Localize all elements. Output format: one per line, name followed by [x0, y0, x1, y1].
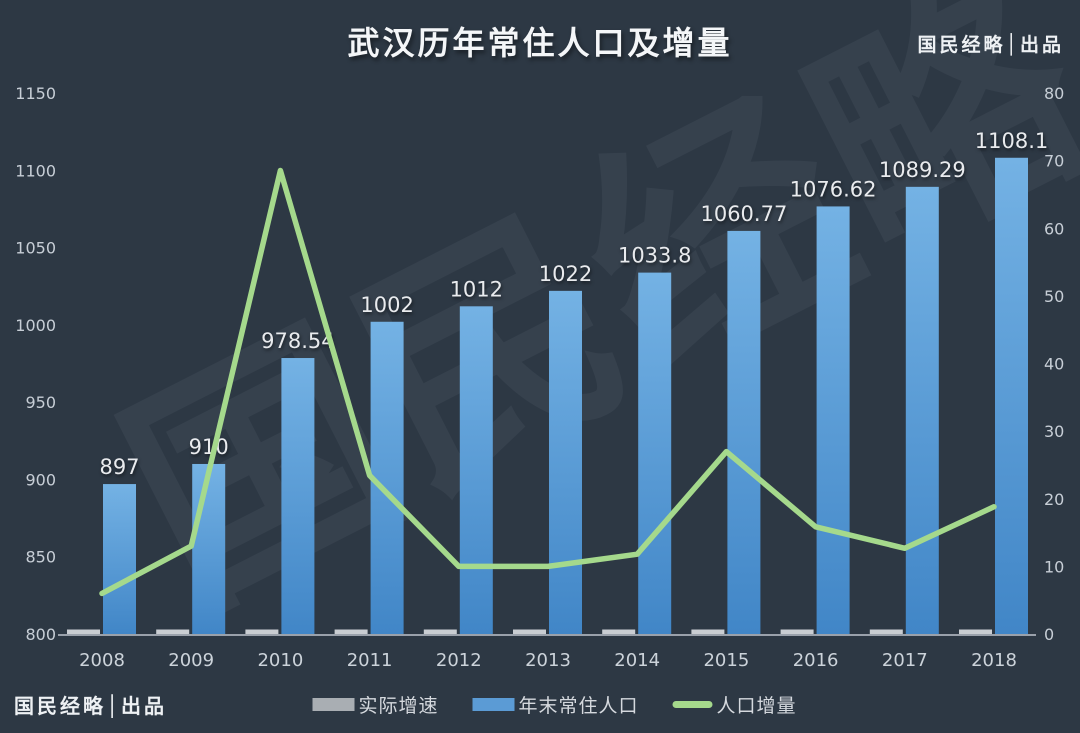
- bar-value-label-2015: 1060.77: [700, 202, 787, 226]
- left-axis-tick-label: 1050: [15, 239, 56, 258]
- population-bar-2012: [459, 306, 493, 634]
- growth-rate-dash-2017: [869, 629, 903, 634]
- left-axis-tick-label: 950: [25, 393, 56, 412]
- legend-item-actual-growth-rate: 实际增速: [312, 691, 438, 718]
- right-axis-tick-label: 50: [1044, 287, 1064, 306]
- growth-rate-dash-2012: [423, 629, 457, 634]
- legend-label: 人口增量: [716, 695, 797, 717]
- x-axis-year-label-2016: 2016: [793, 650, 839, 671]
- growth-rate-dash-2008: [67, 629, 100, 634]
- right-axis-tick-label: 30: [1044, 422, 1064, 441]
- x-axis-year-label-2012: 2012: [436, 650, 482, 671]
- left-axis-tick-label: 900: [25, 470, 56, 489]
- x-axis-year-label-2015: 2015: [703, 650, 749, 671]
- x-axis-year-label-2010: 2010: [257, 650, 303, 671]
- right-axis-tick-label: 70: [1044, 152, 1064, 171]
- legend-line-swatch-icon: [672, 701, 713, 708]
- growth-rate-dash-2018: [959, 629, 992, 634]
- population-bar-2017: [905, 186, 939, 634]
- bar-value-label-2008: 897: [99, 455, 139, 479]
- right-axis-tick-label: 40: [1044, 355, 1064, 374]
- population-bar-2011: [370, 321, 404, 634]
- growth-rate-dash-2015: [691, 629, 725, 634]
- legend-item-yearend-population: 年末常住人口: [472, 691, 639, 718]
- growth-rate-dash-2016: [780, 629, 814, 634]
- right-axis-tick-label: 80: [1044, 84, 1064, 103]
- population-bar-2014: [638, 272, 672, 634]
- growth-rate-dash-2010: [245, 629, 279, 634]
- brand-top-right: 国民经略│出品: [917, 34, 1064, 56]
- population-bar-2008: [103, 484, 136, 634]
- bar-value-label-2018: 1108.1: [975, 129, 1048, 153]
- x-axis-year-label-2011: 2011: [347, 650, 393, 671]
- left-axis-tick-label: 1100: [15, 161, 56, 180]
- x-axis-year-label-2014: 2014: [614, 650, 660, 671]
- increment-line: [99, 167, 997, 597]
- legend-bar-swatch-icon: [312, 698, 355, 711]
- population-bar-2009: [192, 463, 226, 634]
- population-bar-2010: [281, 358, 315, 634]
- legend-label: 实际增速: [358, 695, 439, 717]
- chart-title: 武汉历年常住人口及增量: [347, 24, 733, 62]
- growth-rate-dash-2014: [602, 629, 636, 634]
- legend-bar-swatch-icon: [472, 698, 515, 711]
- legend-label: 年末常住人口: [518, 695, 639, 717]
- bar-value-label-2016: 1076.62: [790, 177, 877, 201]
- left-axis-tick-label: 850: [25, 548, 56, 567]
- bar-value-label-2011: 1002: [360, 293, 413, 317]
- brand-bottom-left: 国民经略│出品: [14, 694, 168, 718]
- x-axis-year-label-2009: 2009: [168, 650, 214, 671]
- right-axis-tick-label: 0: [1044, 625, 1054, 644]
- population-bar-2013: [549, 290, 582, 634]
- bar-value-label-2009: 910: [189, 435, 229, 459]
- growth-rate-dash-2011: [334, 629, 368, 634]
- bar-value-label-2013: 1022: [539, 262, 592, 286]
- growth-rate-dash-2009: [156, 629, 190, 634]
- right-axis-tick-label: 10: [1044, 557, 1064, 576]
- growth-rate-dash-2013: [513, 629, 546, 634]
- population-bar-2016: [816, 206, 850, 635]
- bar-value-label-2014: 1033.8: [618, 244, 691, 268]
- legend-item-population-increment: 人口增量: [672, 691, 797, 718]
- population-bar-2018: [995, 157, 1028, 634]
- chart-legend: 实际增速 年末常住人口 人口增量: [312, 691, 796, 718]
- x-axis-year-label-2008: 2008: [79, 650, 125, 671]
- bar-value-label-2010: 978.54: [261, 329, 334, 353]
- right-axis-tick-label: 60: [1044, 219, 1064, 238]
- left-axis-tick-label: 800: [25, 625, 56, 644]
- bar-value-label-2017: 1089.29: [879, 158, 966, 182]
- bar-value-label-2012: 1012: [450, 277, 503, 301]
- left-axis-tick-label: 1150: [15, 84, 56, 103]
- left-axis-tick-label: 1000: [15, 316, 56, 335]
- population-bar-2015: [727, 230, 761, 635]
- x-axis-year-label-2018: 2018: [971, 650, 1017, 671]
- x-axis-year-label-2017: 2017: [882, 650, 928, 671]
- x-axis-year-label-2013: 2013: [525, 650, 571, 671]
- right-axis-tick-label: 20: [1044, 490, 1064, 509]
